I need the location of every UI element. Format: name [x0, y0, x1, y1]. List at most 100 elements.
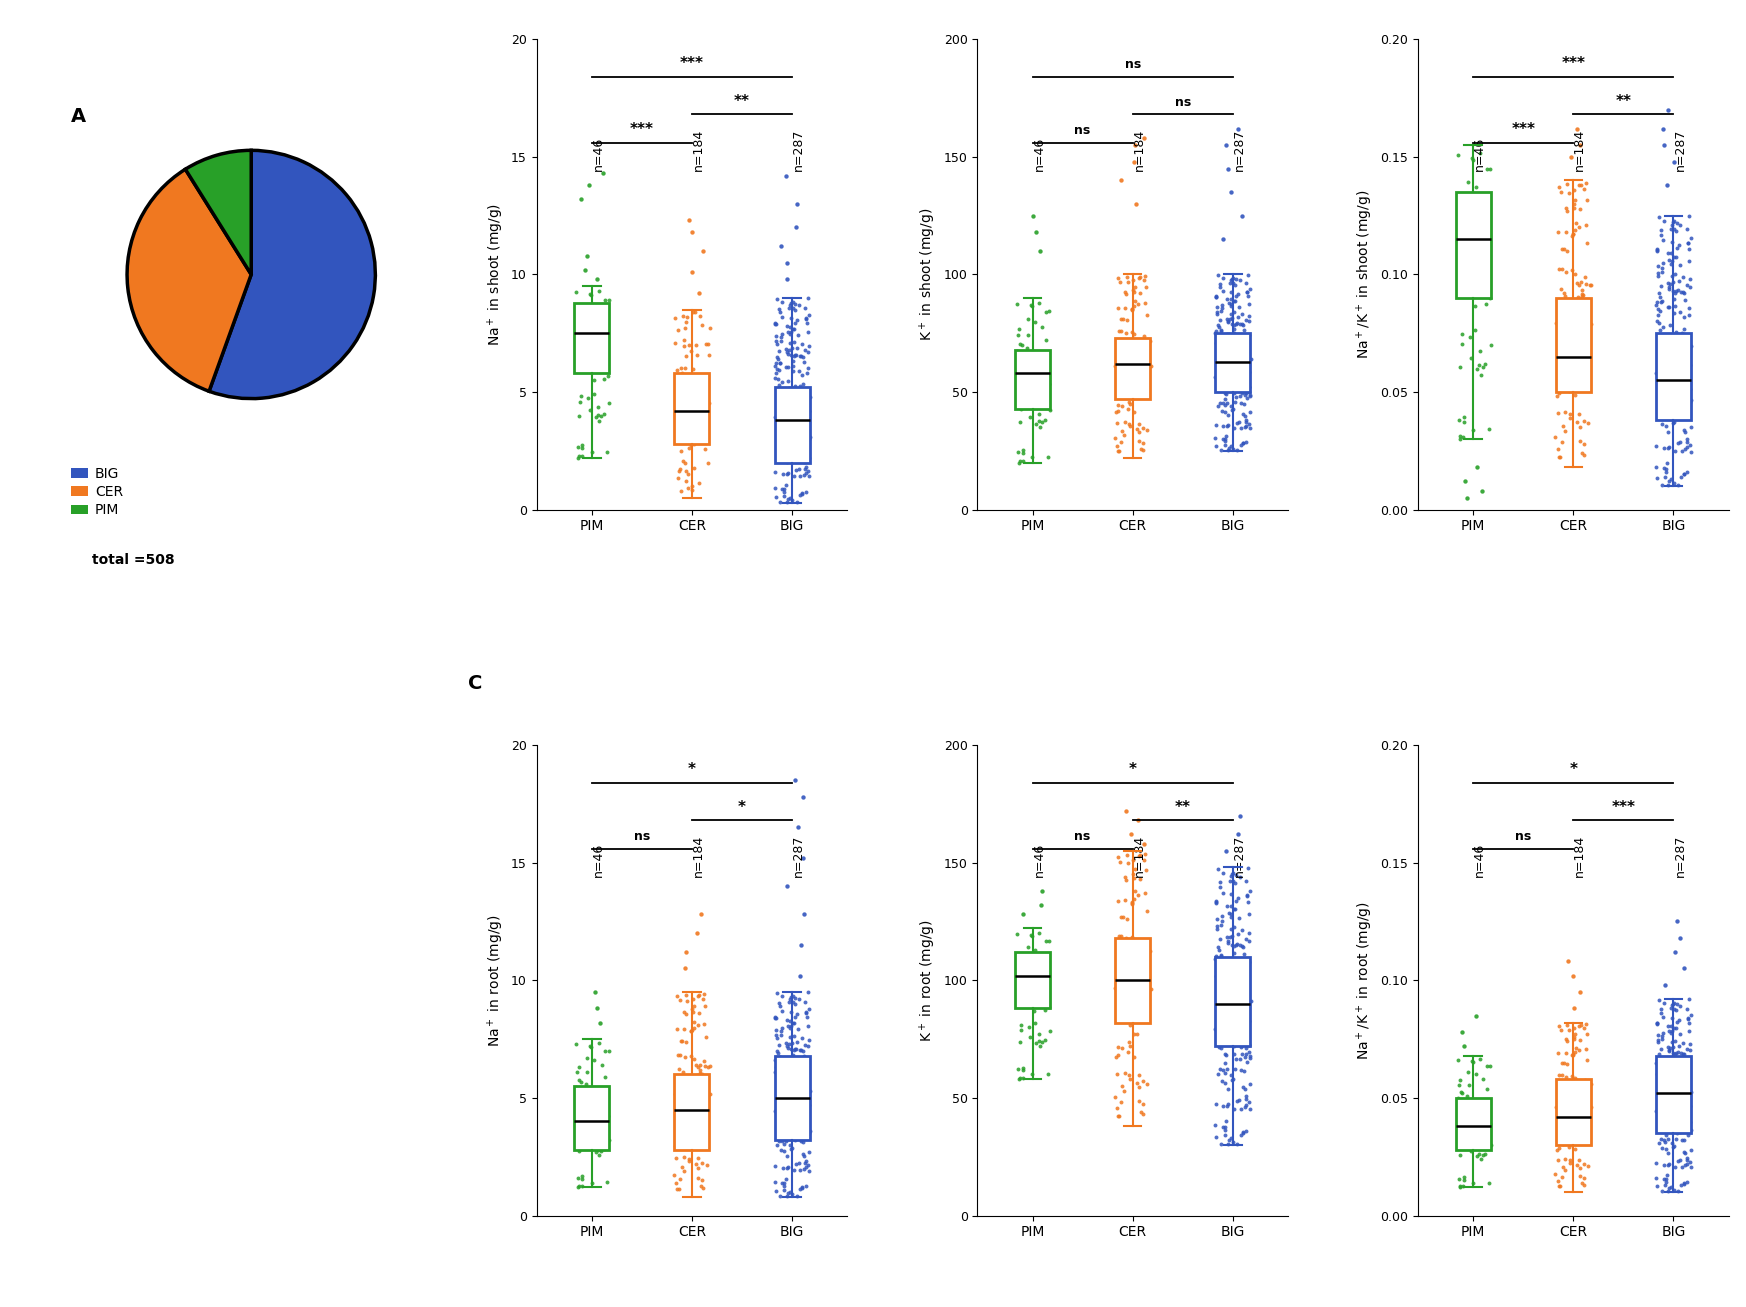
Point — [665, 460, 693, 481]
Point — [775, 380, 803, 401]
Point — [794, 418, 822, 439]
Point — [789, 352, 817, 372]
Point — [1226, 363, 1254, 384]
Point — [773, 344, 801, 365]
Point — [1564, 1081, 1592, 1102]
Point — [1212, 135, 1240, 156]
Point — [775, 991, 803, 1012]
Point — [1673, 382, 1701, 403]
Point — [667, 1157, 695, 1178]
Point — [1234, 1034, 1262, 1055]
Point — [1203, 320, 1231, 341]
Point — [667, 481, 695, 502]
Point — [1660, 1119, 1688, 1140]
Point — [1231, 362, 1259, 383]
Point — [1117, 927, 1145, 948]
Point — [1208, 298, 1236, 319]
Point — [1231, 384, 1259, 405]
Point — [1669, 1119, 1697, 1140]
Point — [1100, 1086, 1128, 1107]
Point — [1645, 207, 1673, 227]
Text: n=287: n=287 — [1233, 834, 1245, 877]
Point — [1566, 175, 1594, 196]
Point — [1025, 1023, 1053, 1044]
Point — [660, 307, 688, 328]
Point — [765, 396, 793, 417]
Point — [663, 1018, 691, 1039]
Point — [674, 1124, 702, 1145]
Point — [1669, 1112, 1697, 1133]
Point — [768, 380, 796, 401]
Point — [775, 1072, 803, 1093]
Point — [1669, 1141, 1697, 1162]
Point — [1131, 293, 1159, 314]
Point — [1674, 1124, 1702, 1145]
Point — [1119, 282, 1147, 303]
Point — [695, 345, 723, 366]
Point — [1671, 1050, 1699, 1070]
Point — [585, 396, 613, 417]
Point — [562, 282, 590, 303]
Point — [1666, 1121, 1694, 1142]
Point — [1219, 268, 1247, 289]
Point — [670, 371, 698, 392]
Point — [1664, 1076, 1692, 1097]
Point — [779, 378, 807, 399]
Point — [794, 1035, 822, 1056]
Point — [1220, 314, 1248, 335]
Point — [1121, 135, 1149, 156]
Point — [1123, 386, 1151, 406]
Point — [665, 382, 693, 403]
Point — [1648, 1137, 1676, 1158]
Point — [1227, 417, 1255, 438]
Text: n=287: n=287 — [793, 128, 805, 171]
Point — [761, 1006, 789, 1027]
Point — [1650, 369, 1678, 389]
Point — [1206, 320, 1234, 341]
Point — [1566, 1014, 1594, 1035]
Text: ns: ns — [1516, 830, 1531, 843]
Point — [1669, 464, 1697, 485]
Point — [1116, 380, 1144, 401]
Point — [1662, 1072, 1690, 1093]
Point — [1646, 349, 1674, 370]
Point — [777, 1039, 805, 1060]
Point — [1023, 413, 1051, 434]
Point — [1110, 358, 1138, 379]
Point — [1660, 1114, 1688, 1134]
Point — [1224, 984, 1252, 1005]
Point — [1013, 337, 1041, 358]
Point — [770, 447, 798, 468]
Point — [1234, 1042, 1262, 1063]
Point — [1659, 231, 1687, 252]
Point — [1126, 950, 1154, 971]
Point — [1474, 1094, 1502, 1115]
Point — [777, 1138, 805, 1159]
Point — [775, 1090, 803, 1111]
Point — [793, 1091, 821, 1112]
Point — [684, 378, 712, 399]
Point — [1208, 915, 1236, 936]
Point — [1213, 1133, 1241, 1154]
Point — [1550, 1053, 1578, 1074]
Point — [583, 1140, 611, 1161]
Point — [1220, 1043, 1248, 1064]
Point — [1453, 488, 1481, 508]
Point — [1662, 995, 1690, 1016]
Point — [1213, 931, 1241, 951]
Point — [773, 342, 801, 363]
Point — [672, 1068, 700, 1089]
Point — [791, 1176, 819, 1197]
Point — [686, 393, 714, 414]
Point — [1213, 932, 1241, 953]
Point — [1217, 303, 1245, 324]
Point — [777, 1001, 805, 1022]
Point — [794, 322, 822, 342]
Point — [1213, 358, 1241, 379]
Point — [686, 984, 714, 1005]
Point — [1231, 319, 1259, 340]
Point — [1131, 843, 1159, 864]
Point — [1222, 890, 1250, 911]
PathPatch shape — [1456, 192, 1491, 298]
Point — [1646, 1091, 1674, 1112]
